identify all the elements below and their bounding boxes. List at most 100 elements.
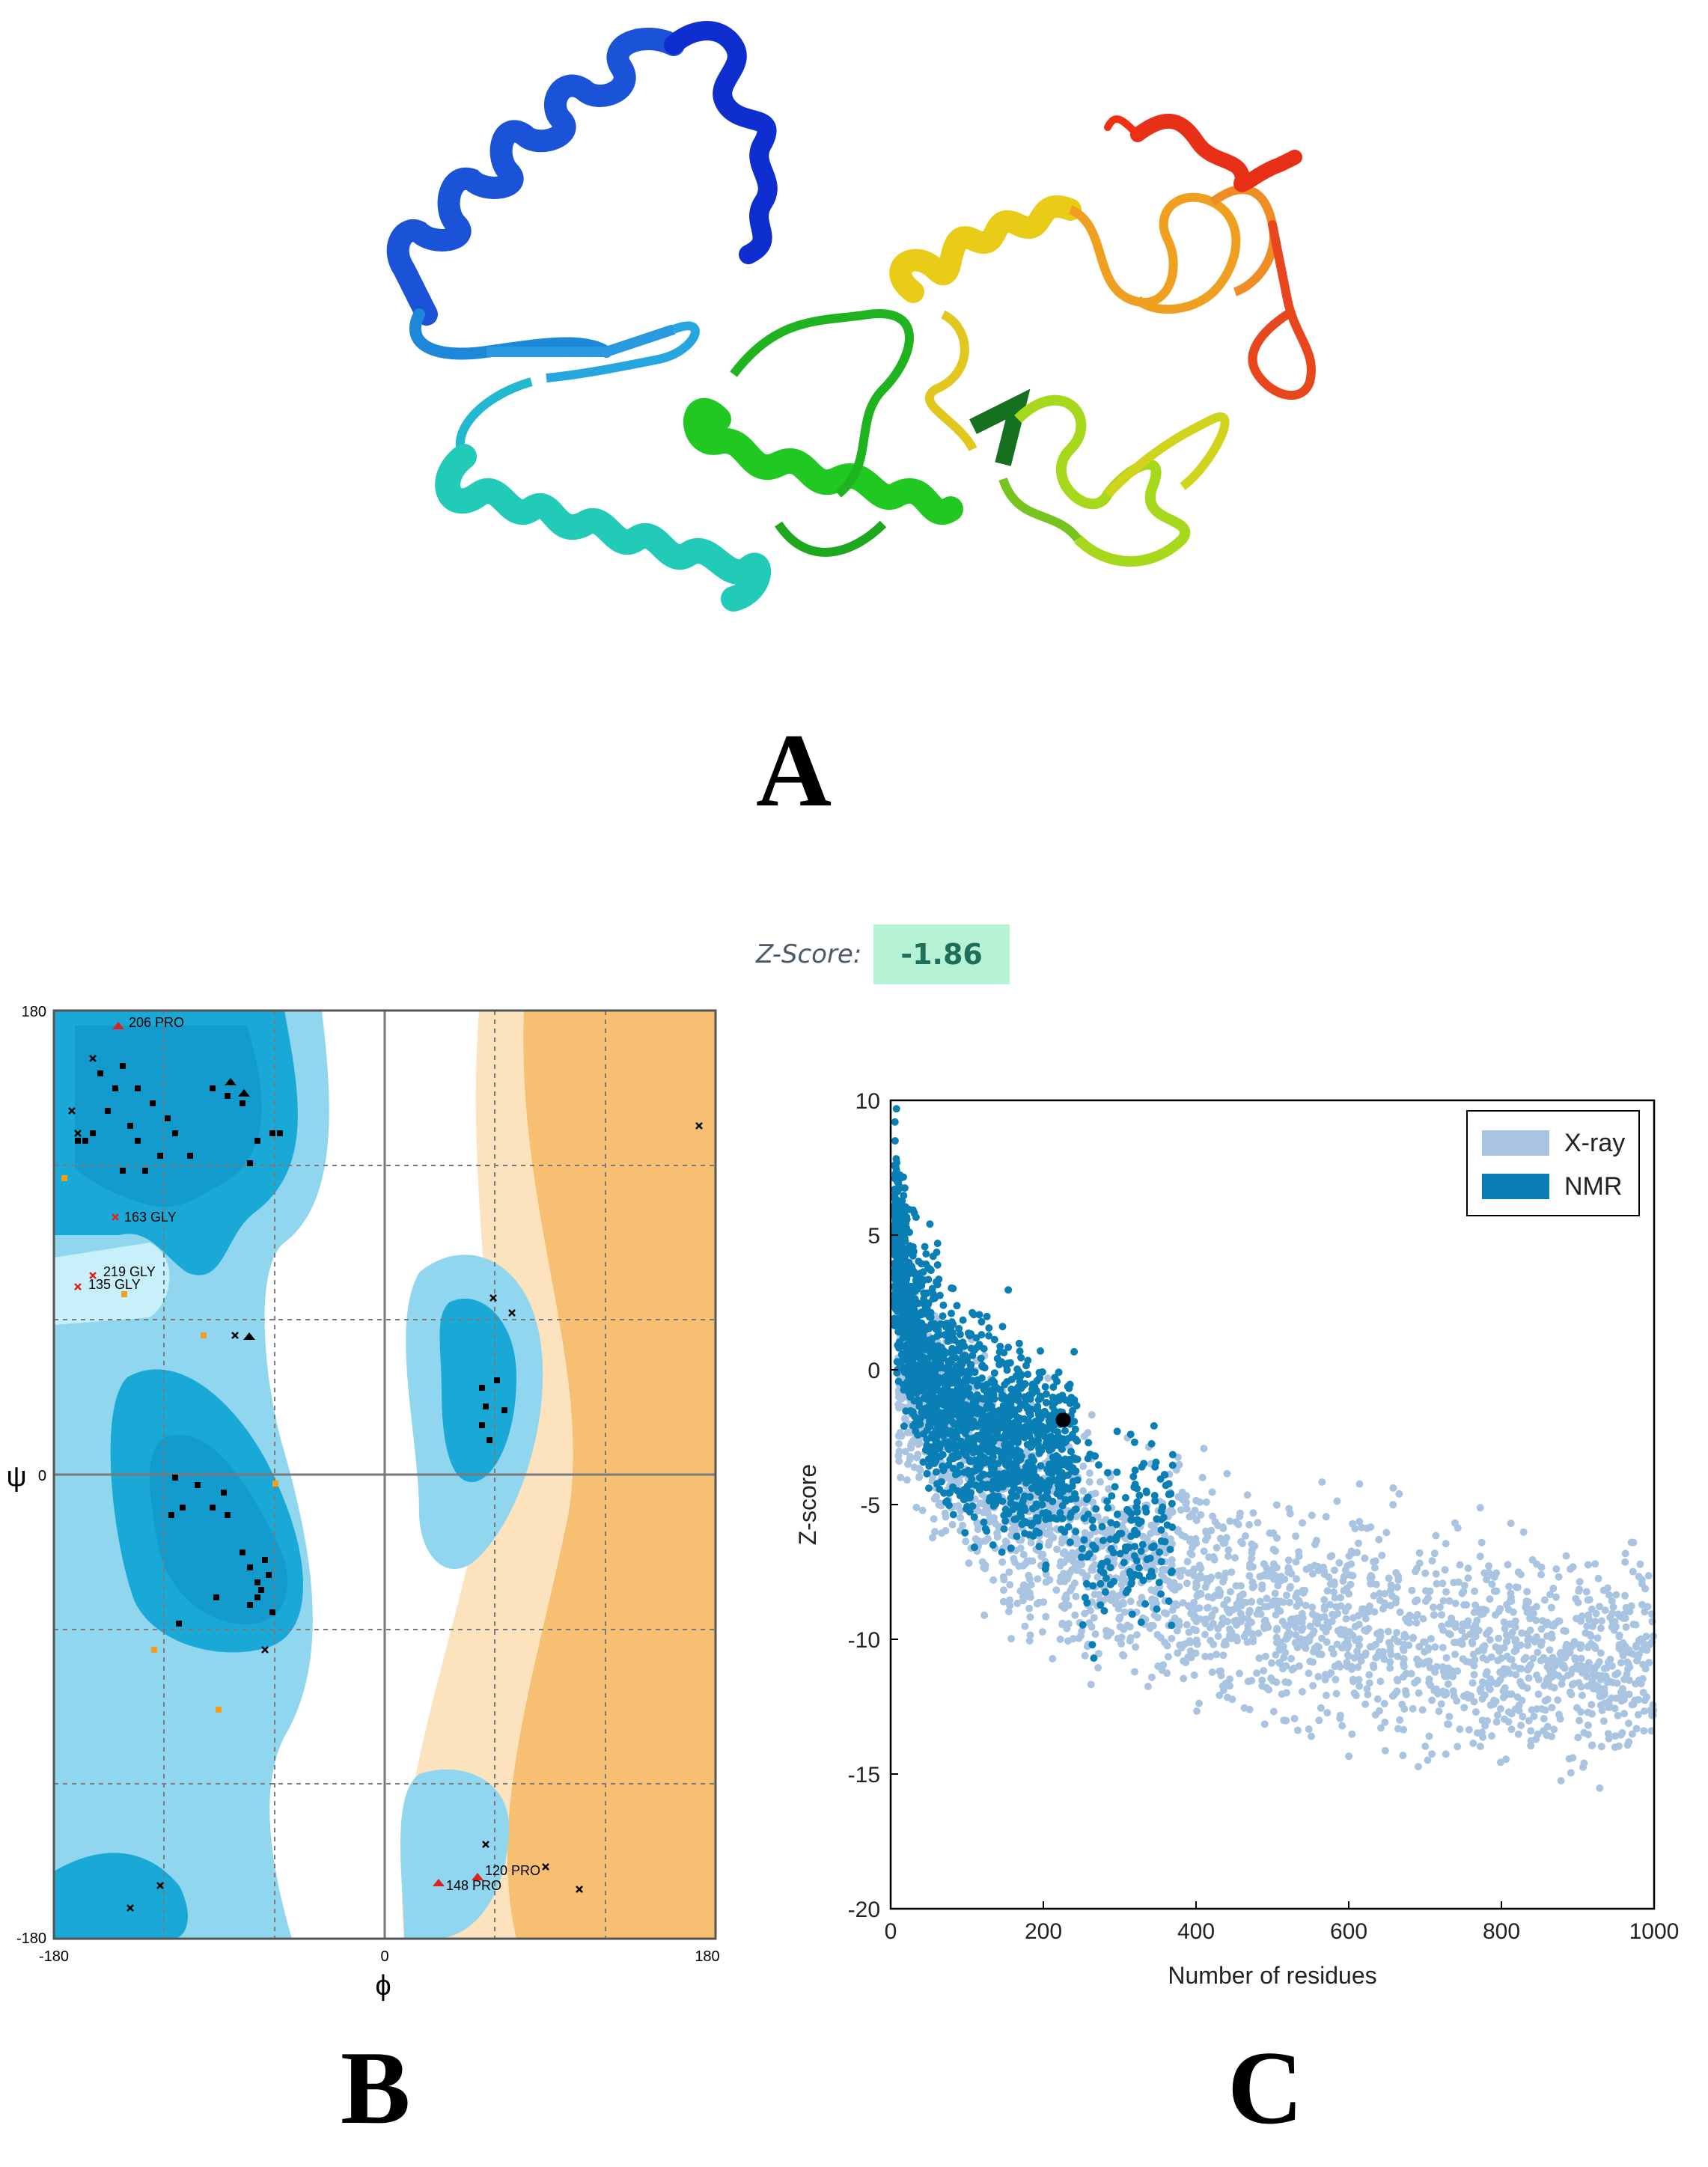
xray-point bbox=[1595, 1658, 1603, 1666]
xray-point bbox=[1207, 1653, 1215, 1661]
nmr-point bbox=[998, 1497, 1007, 1505]
xray-point bbox=[1341, 1566, 1349, 1574]
nmr-point bbox=[891, 1118, 899, 1126]
nmr-point bbox=[969, 1502, 977, 1511]
xray-point bbox=[1645, 1659, 1653, 1667]
xray-point bbox=[965, 1559, 973, 1567]
nmr-point bbox=[969, 1308, 976, 1317]
xray-point bbox=[1292, 1631, 1299, 1639]
xray-point bbox=[1578, 1692, 1586, 1699]
yellow-green-region bbox=[998, 394, 1230, 567]
nmr-point bbox=[1085, 1439, 1093, 1447]
nmr-point bbox=[936, 1291, 944, 1299]
nmr-point bbox=[900, 1192, 908, 1200]
xray-point bbox=[1061, 1601, 1068, 1609]
xray-point bbox=[1380, 1699, 1388, 1707]
xray-point bbox=[932, 1493, 940, 1501]
nmr-point bbox=[1041, 1433, 1049, 1441]
nmr-point bbox=[1073, 1401, 1081, 1409]
nmr-point bbox=[1043, 1411, 1051, 1418]
nmr-point bbox=[1013, 1492, 1021, 1500]
xray-point bbox=[979, 1499, 987, 1508]
xray-point bbox=[1471, 1601, 1480, 1609]
xray-point bbox=[1223, 1469, 1231, 1478]
xray-point bbox=[1119, 1651, 1126, 1659]
nmr-point bbox=[898, 1243, 906, 1251]
rama-y-tick-0: 0 bbox=[38, 1468, 46, 1484]
xray-point bbox=[1323, 1692, 1330, 1699]
nmr-point bbox=[1107, 1519, 1115, 1527]
xray-point bbox=[1375, 1648, 1383, 1656]
nmr-point bbox=[1025, 1477, 1033, 1485]
x-tick-label: 200 bbox=[1025, 1919, 1062, 1944]
nmr-point bbox=[1043, 1426, 1051, 1434]
xray-point bbox=[1403, 1618, 1412, 1626]
xray-point bbox=[1526, 1615, 1534, 1623]
nmr-point bbox=[954, 1375, 962, 1383]
nmr-point bbox=[900, 1310, 909, 1318]
xray-point bbox=[1308, 1603, 1317, 1612]
xray-point bbox=[1201, 1653, 1210, 1660]
nmr-point bbox=[1016, 1486, 1023, 1494]
nmr-point bbox=[1168, 1451, 1177, 1459]
rama-favoured-region-center bbox=[439, 1298, 516, 1482]
nmr-point bbox=[990, 1378, 998, 1386]
nmr-point bbox=[1153, 1605, 1161, 1613]
cyan-helix bbox=[435, 444, 771, 612]
xray-point bbox=[1260, 1617, 1269, 1625]
xray-point bbox=[1526, 1661, 1534, 1669]
xray-point bbox=[1380, 1655, 1388, 1663]
xray-point bbox=[1193, 1707, 1201, 1715]
xray-point bbox=[1044, 1374, 1052, 1383]
xray-point bbox=[1052, 1586, 1061, 1594]
xray-point bbox=[1470, 1671, 1478, 1679]
xray-point bbox=[1395, 1490, 1403, 1498]
xray-point bbox=[1147, 1621, 1155, 1630]
nmr-point bbox=[918, 1308, 925, 1316]
nmr-point bbox=[1037, 1347, 1044, 1355]
xray-point bbox=[1625, 1690, 1633, 1698]
xray-point bbox=[1056, 1636, 1064, 1643]
xray-point bbox=[1162, 1609, 1171, 1618]
xray-point bbox=[1549, 1658, 1558, 1666]
nmr-point bbox=[966, 1403, 975, 1411]
xray-point bbox=[1332, 1689, 1341, 1698]
nmr-point bbox=[963, 1418, 971, 1426]
xray-point bbox=[1348, 1730, 1356, 1738]
xray-point bbox=[1530, 1712, 1538, 1720]
xray-point bbox=[1409, 1704, 1417, 1713]
xray-point bbox=[1208, 1668, 1216, 1676]
nmr-point bbox=[1007, 1544, 1015, 1552]
xray-point bbox=[1388, 1692, 1397, 1700]
xray-point bbox=[1504, 1561, 1512, 1569]
xray-point bbox=[998, 1558, 1007, 1566]
xray-point bbox=[1006, 1581, 1014, 1589]
xray-point bbox=[1309, 1682, 1317, 1689]
xray-point bbox=[1375, 1707, 1383, 1715]
nmr-point bbox=[1042, 1390, 1050, 1398]
nmr-point bbox=[1049, 1393, 1057, 1401]
xray-point bbox=[1496, 1704, 1504, 1713]
nmr-point bbox=[960, 1379, 968, 1387]
nmr-point bbox=[1004, 1344, 1013, 1351]
xray-point bbox=[1308, 1570, 1317, 1578]
nmr-point bbox=[891, 1301, 899, 1309]
xray-point bbox=[1575, 1679, 1583, 1687]
xray-point bbox=[1614, 1712, 1622, 1719]
xray-point bbox=[1596, 1649, 1605, 1657]
xray-point bbox=[1570, 1638, 1579, 1646]
xray-point bbox=[1507, 1596, 1515, 1604]
xray-point bbox=[1470, 1698, 1478, 1706]
xray-point bbox=[1298, 1688, 1306, 1695]
xray-point bbox=[1057, 1558, 1065, 1566]
nmr-point bbox=[1127, 1579, 1135, 1587]
nmr-point bbox=[926, 1313, 934, 1321]
panel-label-b: B bbox=[341, 2030, 411, 2146]
xray-point bbox=[1377, 1724, 1385, 1732]
xray-point bbox=[1601, 1606, 1609, 1615]
nmr-point bbox=[978, 1471, 986, 1479]
y-axis-label: Z-score bbox=[794, 1464, 821, 1545]
xray-point bbox=[1330, 1566, 1338, 1574]
yellow-helix bbox=[889, 195, 1082, 303]
